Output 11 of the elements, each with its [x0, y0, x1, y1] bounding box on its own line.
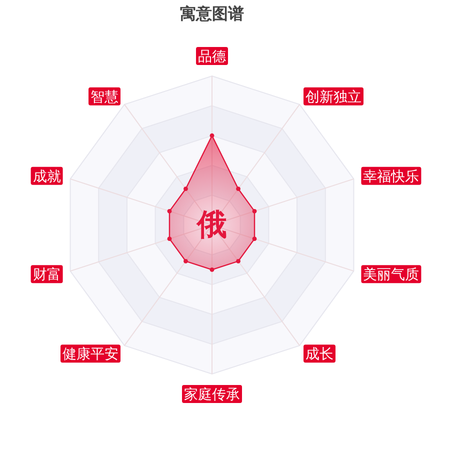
- title: 寓意图谱: [180, 6, 244, 23]
- category-label: 美丽气质: [361, 265, 422, 284]
- category-label: 幸福快乐: [361, 166, 422, 185]
- category-label: 健康平安: [60, 344, 120, 363]
- category-label: 成就: [30, 166, 63, 185]
- category-label: 品德: [196, 47, 228, 65]
- category-label: 财富: [30, 265, 63, 284]
- category-label: 创新独立: [304, 87, 364, 106]
- category-label: 家庭传承: [182, 385, 242, 403]
- category-label: 成长: [304, 344, 336, 363]
- category-label: 智慧: [88, 87, 120, 106]
